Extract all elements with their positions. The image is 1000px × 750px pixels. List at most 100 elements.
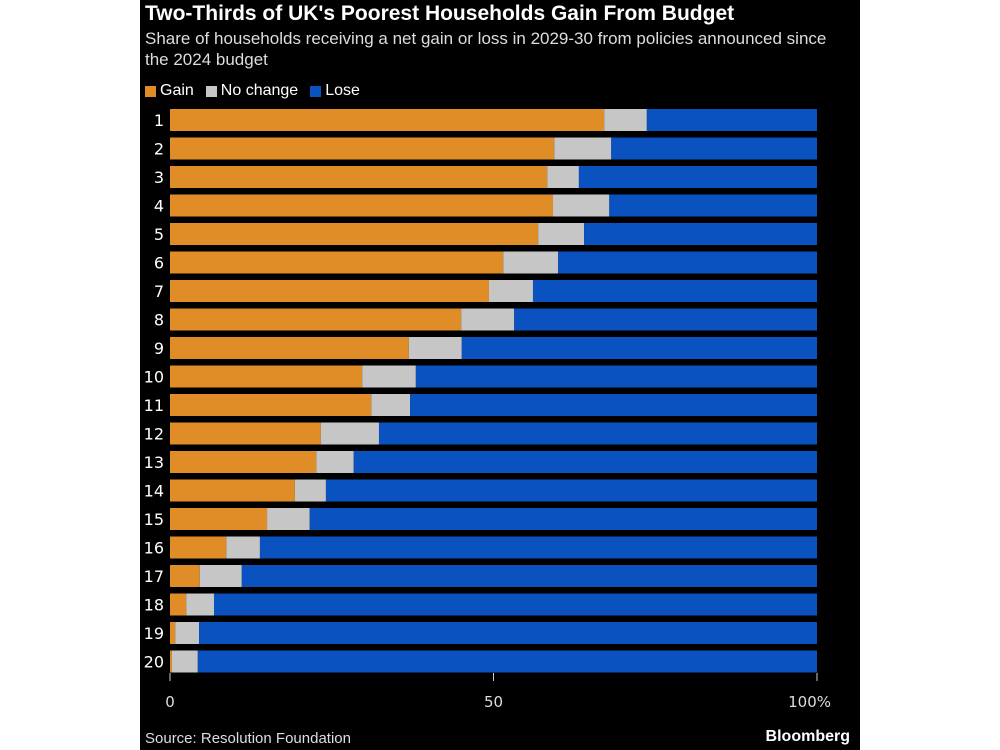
category-label: 14 <box>144 482 164 501</box>
legend-label: Lose <box>325 82 360 99</box>
category-label: 3 <box>154 168 164 187</box>
bar-gain <box>170 365 363 388</box>
bar-gain <box>170 337 409 359</box>
bar-no-change <box>316 451 354 473</box>
bar-gain <box>170 166 548 188</box>
bar-lose <box>353 451 817 473</box>
bar-no-change <box>175 622 200 644</box>
chart-panel: Two-Thirds of UK's Poorest Households Ga… <box>140 0 860 750</box>
bar-lose <box>309 508 817 530</box>
bar-gain <box>170 394 372 416</box>
legend-swatch-gain <box>145 85 156 97</box>
bar-lose <box>532 280 817 302</box>
category-label: 19 <box>144 624 164 643</box>
bar-no-change <box>362 365 416 388</box>
category-label: 11 <box>144 396 164 415</box>
bar-gain <box>170 223 539 245</box>
category-label: 5 <box>154 225 164 244</box>
bar-lose <box>325 479 817 502</box>
bar-gain <box>170 137 555 160</box>
bloomberg-logo: Bloomberg <box>765 728 850 745</box>
bar-no-change <box>320 422 379 445</box>
bar-no-change <box>538 223 585 245</box>
bar-gain <box>170 508 268 530</box>
legend-item-no-change: No change <box>205 82 299 100</box>
chart-subtitle: Share of households receiving a net gain… <box>145 29 827 69</box>
bar-lose <box>213 593 818 616</box>
legend: Gain No change Lose <box>145 82 360 100</box>
category-label: 12 <box>144 425 164 444</box>
bar-gain <box>170 422 321 445</box>
bar-lose <box>415 365 817 388</box>
bar-no-change <box>371 394 411 416</box>
bar-lose <box>241 565 817 587</box>
bar-no-change <box>488 280 533 302</box>
category-label: 15 <box>144 510 164 529</box>
bar-no-change <box>186 593 214 616</box>
category-label: 20 <box>144 653 164 672</box>
bar-no-change <box>553 194 610 217</box>
bar-gain <box>170 593 187 616</box>
bar-lose <box>197 650 818 673</box>
bar-lose <box>646 109 817 131</box>
legend-swatch-no-change <box>205 85 217 97</box>
category-label: 6 <box>154 254 164 273</box>
bar-lose <box>578 166 817 188</box>
bar-gain <box>170 536 227 559</box>
legend-item-lose: Lose <box>310 82 360 100</box>
category-label: 2 <box>154 140 164 159</box>
bar-lose <box>259 536 817 559</box>
source-note: Source: Resolution Foundation <box>145 730 351 747</box>
bar-gain <box>170 251 504 274</box>
bar-no-change <box>461 308 515 331</box>
bar-gain <box>170 308 462 331</box>
legend-label: Gain <box>160 82 194 99</box>
bar-lose <box>558 251 817 274</box>
x-tick-label: 50 <box>484 693 503 711</box>
bar-no-change <box>554 137 612 160</box>
bar-gain <box>170 479 295 502</box>
bar-gain <box>170 194 554 217</box>
bar-gain <box>170 650 172 673</box>
bar-gain <box>170 565 200 587</box>
bar-no-change <box>171 650 198 673</box>
bar-no-change <box>604 109 647 131</box>
category-label: 9 <box>154 339 164 358</box>
bar-lose <box>378 422 817 445</box>
legend-item-gain: Gain <box>145 82 194 100</box>
bar-no-change <box>267 508 310 530</box>
category-label: 1 <box>154 111 164 130</box>
category-label: 7 <box>154 282 164 301</box>
bar-gain <box>170 109 605 131</box>
bar-no-change <box>547 166 579 188</box>
bar-lose <box>410 394 817 416</box>
category-label: 18 <box>144 596 164 615</box>
chart-title: Two-Thirds of UK's Poorest Households Ga… <box>145 2 735 25</box>
bar-no-change <box>503 251 559 274</box>
bar-lose <box>609 194 817 217</box>
bar-no-change <box>294 479 326 502</box>
category-label: 4 <box>154 197 164 216</box>
bar-no-change <box>226 536 260 559</box>
bar-lose <box>199 622 818 644</box>
bar-no-change <box>408 337 462 359</box>
bar-lose <box>514 308 817 331</box>
x-tick-label: 0 <box>165 693 175 711</box>
legend-swatch-lose <box>310 85 322 97</box>
bar-lose <box>461 337 817 359</box>
category-label: 17 <box>144 567 164 586</box>
category-label: 10 <box>144 368 164 387</box>
x-tick-label: 100% <box>788 693 831 711</box>
bar-gain <box>170 280 489 302</box>
legend-label: No change <box>220 82 299 99</box>
bar-lose <box>584 223 817 245</box>
bar-lose <box>611 137 817 160</box>
bar-no-change <box>199 565 242 587</box>
category-label: 16 <box>144 539 164 558</box>
category-label: 8 <box>154 311 164 330</box>
bar-gain <box>170 451 317 473</box>
category-label: 13 <box>144 453 164 472</box>
bar-gain <box>170 622 176 644</box>
